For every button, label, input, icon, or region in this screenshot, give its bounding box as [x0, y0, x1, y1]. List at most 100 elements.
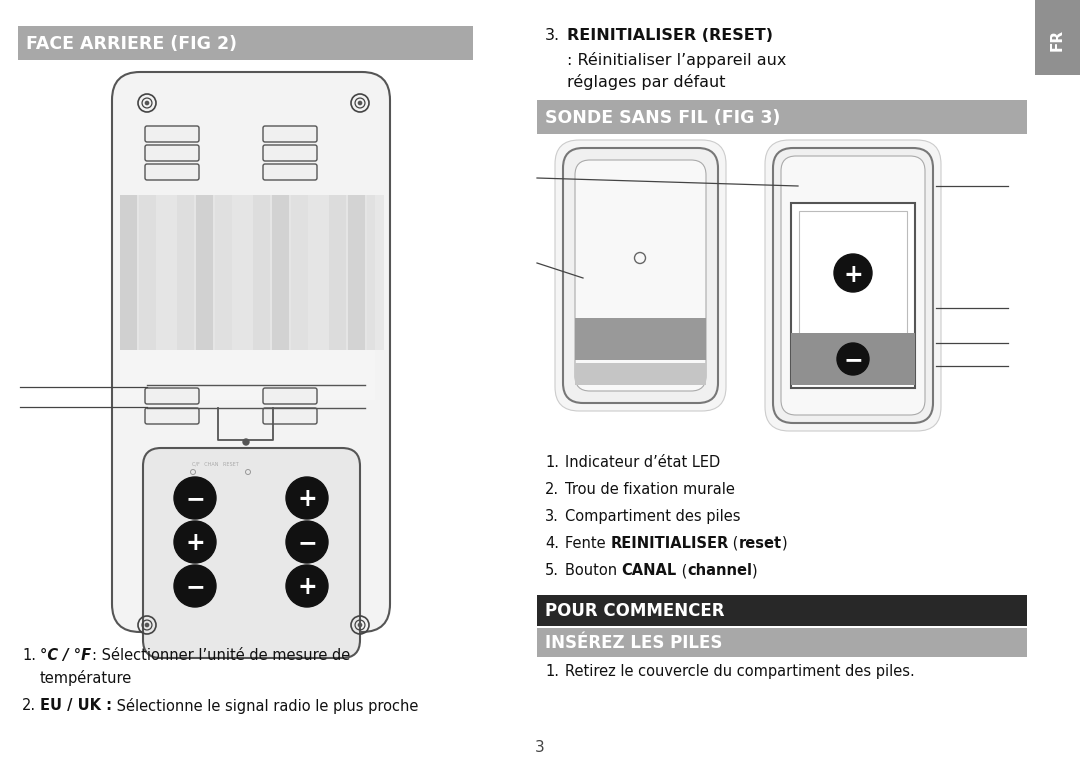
- FancyBboxPatch shape: [139, 195, 156, 350]
- FancyBboxPatch shape: [253, 195, 270, 350]
- Circle shape: [174, 565, 216, 607]
- FancyBboxPatch shape: [563, 148, 718, 403]
- FancyBboxPatch shape: [773, 148, 933, 423]
- FancyBboxPatch shape: [264, 145, 318, 161]
- FancyBboxPatch shape: [145, 388, 199, 404]
- Text: Retirez le couvercle du compartiment des piles.: Retirez le couvercle du compartiment des…: [565, 664, 915, 679]
- Text: 2.: 2.: [22, 698, 36, 713]
- Text: REINITIALISER: REINITIALISER: [610, 536, 729, 551]
- FancyBboxPatch shape: [143, 448, 360, 658]
- FancyBboxPatch shape: [158, 195, 175, 350]
- FancyBboxPatch shape: [1035, 0, 1080, 75]
- Text: : Sélectionner l’unité de mesure de: : Sélectionner l’unité de mesure de: [92, 648, 350, 663]
- Text: Bouton: Bouton: [565, 563, 622, 578]
- FancyBboxPatch shape: [329, 195, 346, 350]
- FancyBboxPatch shape: [272, 195, 289, 350]
- FancyBboxPatch shape: [264, 408, 318, 424]
- FancyBboxPatch shape: [791, 203, 915, 388]
- Text: 1.: 1.: [22, 648, 36, 663]
- FancyBboxPatch shape: [537, 100, 1027, 134]
- Text: −: −: [297, 531, 316, 556]
- FancyBboxPatch shape: [264, 164, 318, 180]
- Text: 3.: 3.: [545, 509, 558, 524]
- Circle shape: [146, 623, 149, 626]
- Text: 3: 3: [535, 740, 545, 754]
- Text: FACE ARRIERE (FIG 2): FACE ARRIERE (FIG 2): [26, 35, 237, 53]
- Text: °C / °F: °C / °F: [40, 648, 91, 663]
- FancyBboxPatch shape: [264, 388, 318, 404]
- Text: −: −: [185, 575, 205, 600]
- FancyBboxPatch shape: [367, 195, 384, 350]
- FancyBboxPatch shape: [177, 195, 194, 350]
- FancyBboxPatch shape: [120, 195, 375, 350]
- Text: Fente: Fente: [565, 536, 610, 551]
- Circle shape: [286, 565, 328, 607]
- FancyBboxPatch shape: [145, 145, 199, 161]
- Text: Indicateur d’état LED: Indicateur d’état LED: [565, 455, 720, 470]
- Text: 1.: 1.: [545, 664, 559, 679]
- Text: 1.: 1.: [545, 455, 559, 470]
- FancyBboxPatch shape: [537, 595, 1027, 626]
- Text: −: −: [185, 488, 205, 511]
- Text: ): ): [782, 536, 787, 551]
- Text: Trou de fixation murale: Trou de fixation murale: [565, 482, 734, 497]
- FancyBboxPatch shape: [264, 126, 318, 142]
- FancyBboxPatch shape: [112, 72, 390, 632]
- FancyBboxPatch shape: [575, 160, 706, 391]
- FancyBboxPatch shape: [575, 363, 706, 385]
- Text: CANAL: CANAL: [622, 563, 677, 578]
- FancyBboxPatch shape: [310, 195, 327, 350]
- FancyBboxPatch shape: [791, 333, 915, 385]
- Text: 3.: 3.: [545, 28, 561, 43]
- Text: +: +: [843, 263, 863, 286]
- Text: +: +: [297, 575, 316, 600]
- Text: reset: reset: [739, 536, 782, 551]
- Text: (: (: [677, 563, 687, 578]
- Text: réglages par défaut: réglages par défaut: [567, 74, 726, 90]
- FancyBboxPatch shape: [18, 26, 473, 60]
- FancyBboxPatch shape: [120, 195, 137, 350]
- Text: : Réinitialiser l’appareil aux: : Réinitialiser l’appareil aux: [567, 52, 786, 68]
- Text: (: (: [729, 536, 739, 551]
- Circle shape: [286, 521, 328, 563]
- FancyBboxPatch shape: [215, 195, 232, 350]
- Text: EU / UK :: EU / UK :: [40, 698, 112, 713]
- FancyBboxPatch shape: [234, 195, 251, 350]
- FancyBboxPatch shape: [120, 350, 375, 400]
- Circle shape: [174, 477, 216, 519]
- Text: +: +: [297, 488, 316, 511]
- Text: INSÉREZ LES PILES: INSÉREZ LES PILES: [545, 634, 723, 652]
- FancyBboxPatch shape: [575, 318, 706, 360]
- Circle shape: [174, 521, 216, 563]
- Text: −: −: [843, 349, 863, 372]
- Text: POUR COMMENCER: POUR COMMENCER: [545, 602, 725, 620]
- Text: +: +: [185, 531, 205, 556]
- Text: température: température: [40, 670, 132, 686]
- Text: Sélectionne le signal radio le plus proche: Sélectionne le signal radio le plus proc…: [112, 698, 418, 714]
- Text: FR: FR: [1050, 29, 1065, 51]
- Circle shape: [359, 101, 362, 104]
- Circle shape: [286, 477, 328, 519]
- Text: C/F   CHAN   RESET: C/F CHAN RESET: [191, 461, 239, 466]
- Circle shape: [243, 439, 249, 445]
- Circle shape: [359, 623, 362, 626]
- Text: channel: channel: [687, 563, 753, 578]
- FancyBboxPatch shape: [765, 140, 941, 431]
- FancyBboxPatch shape: [799, 211, 907, 371]
- Text: ): ): [753, 563, 758, 578]
- FancyBboxPatch shape: [291, 195, 308, 350]
- Text: 4.: 4.: [545, 536, 559, 551]
- FancyBboxPatch shape: [348, 195, 365, 350]
- Circle shape: [837, 343, 869, 375]
- FancyBboxPatch shape: [195, 195, 213, 350]
- FancyBboxPatch shape: [145, 408, 199, 424]
- FancyBboxPatch shape: [145, 164, 199, 180]
- Circle shape: [834, 254, 872, 292]
- FancyBboxPatch shape: [555, 140, 726, 411]
- Text: Compartiment des piles: Compartiment des piles: [565, 509, 741, 524]
- Text: 5.: 5.: [545, 563, 559, 578]
- FancyBboxPatch shape: [145, 126, 199, 142]
- FancyBboxPatch shape: [537, 628, 1027, 657]
- Text: 2.: 2.: [545, 482, 559, 497]
- Text: SONDE SANS FIL (FIG 3): SONDE SANS FIL (FIG 3): [545, 109, 781, 127]
